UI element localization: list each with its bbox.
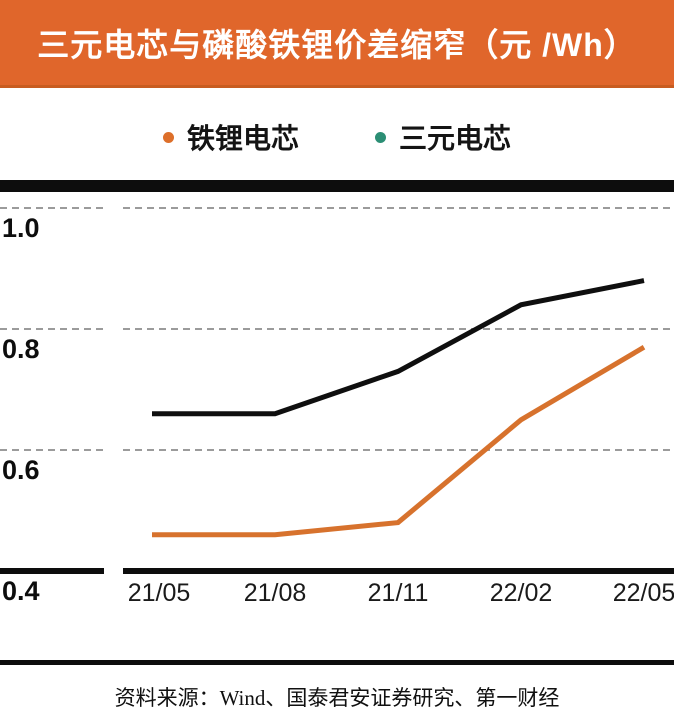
y-tick-label: 0.4 — [2, 576, 40, 606]
legend-label: 铁锂电芯 — [186, 123, 299, 154]
legend-dot-icon — [375, 131, 386, 143]
title-banner: 三元电芯与磷酸铁锂价差缩窄（元 /Wh） — [0, 0, 674, 88]
chart-svg — [0, 207, 674, 574]
legend-label: 三元电芯 — [399, 123, 512, 154]
y-tick-label: 0.6 — [2, 455, 40, 485]
x-tick-label: 21/08 — [243, 579, 307, 607]
chart-top-rule — [0, 180, 674, 192]
y-tick-label: 1.0 — [2, 213, 40, 243]
legend-dot-icon — [162, 131, 174, 143]
x-tick-label: 21/11 — [367, 579, 429, 607]
x-tick-label: 21/05 — [127, 579, 191, 607]
series-line-三元电芯 — [152, 278, 645, 417]
chart-area: 1.0 0.8 0.6 0.4 21/05 21/08 21/11 22/02 22/05 — [0, 180, 674, 610]
chart-legend: 铁锂电芯 三元电芯 — [0, 116, 674, 158]
footer-divider — [0, 660, 674, 665]
x-tick-label: 22/02 — [489, 579, 553, 607]
source-text: 资料来源：Wind、国泰君安证券研究、第一财经 — [114, 686, 560, 710]
y-tick-label: 0.8 — [2, 334, 40, 364]
legend-item-1: 三元电芯 — [375, 117, 511, 157]
x-tick-label: 22/05 — [612, 579, 674, 607]
chart-title: 三元电芯与磷酸铁锂价差缩窄（元 /Wh） — [37, 26, 637, 63]
legend-item-0: 铁锂电芯 — [162, 117, 299, 157]
series-line-铁锂电芯 — [152, 345, 646, 538]
